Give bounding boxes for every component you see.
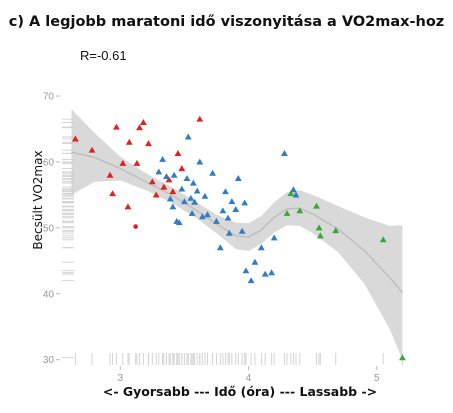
data-point	[216, 244, 224, 251]
y-tick-label: 70	[43, 92, 55, 103]
smooth-line	[71, 151, 403, 293]
data-point	[332, 227, 340, 234]
data-point	[198, 213, 206, 220]
data-point	[175, 219, 183, 226]
data-point	[225, 229, 233, 236]
data-point	[163, 173, 170, 180]
data-point	[219, 207, 227, 214]
data-point	[113, 123, 120, 130]
data-point	[247, 277, 255, 284]
data-point	[139, 119, 147, 125]
x-rug	[74, 353, 403, 365]
data-point	[196, 115, 204, 122]
data-point	[251, 258, 259, 265]
data-point	[196, 158, 204, 165]
data-point	[224, 214, 232, 221]
data-point	[166, 195, 174, 202]
data-point	[296, 207, 304, 214]
y-tick-label: 50	[43, 223, 55, 234]
data-point	[315, 224, 323, 231]
x-tick-label: 4	[246, 373, 252, 384]
data-point	[379, 236, 387, 243]
y-axis-label: Becsült VO2max	[31, 150, 45, 249]
y-tick-label: 40	[43, 289, 55, 300]
data-point	[241, 199, 249, 206]
data-point	[169, 203, 177, 210]
data-point	[160, 183, 168, 190]
data-point	[159, 155, 167, 162]
data-point	[257, 244, 265, 251]
data-point	[399, 354, 406, 361]
y-tick-label: 60	[43, 157, 55, 168]
data-point	[136, 124, 143, 131]
data-point	[170, 171, 178, 178]
data-point	[213, 217, 220, 224]
data-point	[178, 165, 186, 172]
data-point	[283, 209, 291, 216]
data-points	[71, 115, 406, 361]
data-point	[281, 150, 288, 156]
data-point	[152, 191, 160, 198]
data-point	[145, 140, 152, 147]
y-tick-label: 30	[43, 355, 55, 366]
data-point	[204, 211, 211, 218]
x-tick-label: 5	[374, 373, 380, 384]
data-point	[209, 169, 217, 176]
data-point	[292, 191, 300, 198]
data-point	[187, 194, 195, 201]
data-point	[261, 270, 269, 277]
correlation-annotation: R=-0.61	[80, 48, 127, 63]
x-axis-ticks: 3 4 5	[117, 366, 380, 384]
confidence-band	[71, 109, 403, 360]
x-tick-label: 3	[117, 373, 123, 384]
data-point	[234, 175, 242, 182]
data-point	[313, 202, 320, 209]
data-point	[189, 179, 197, 186]
data-point	[270, 234, 278, 241]
data-point	[181, 198, 188, 205]
data-point	[232, 206, 240, 212]
data-point	[242, 267, 250, 274]
chart-title: c) A legjobb maratoni idő viszonyitása a…	[8, 14, 445, 30]
data-point	[155, 168, 163, 175]
data-point	[228, 198, 236, 205]
data-point	[238, 227, 246, 234]
x-axis-label: <- Gyorsabb --- Idő (óra) --- Lassabb ->	[103, 384, 377, 399]
data-point	[165, 176, 173, 183]
data-point	[148, 178, 156, 185]
data-point	[109, 190, 116, 197]
data-point	[188, 209, 196, 216]
data-point	[290, 186, 297, 193]
data-point	[88, 146, 96, 153]
data-point	[125, 138, 133, 145]
data-point	[316, 232, 324, 239]
data-point	[169, 188, 177, 195]
data-point	[124, 203, 132, 210]
data-point	[174, 150, 182, 156]
data-point	[184, 133, 192, 140]
data-point	[119, 159, 127, 166]
data-point	[133, 224, 138, 229]
data-point	[268, 269, 276, 276]
data-point	[191, 198, 199, 205]
data-point	[193, 187, 201, 194]
data-point	[133, 159, 141, 166]
data-point	[201, 192, 209, 199]
data-point	[183, 175, 191, 182]
data-point	[222, 188, 229, 195]
data-point	[106, 171, 114, 178]
data-point	[178, 185, 186, 192]
data-point	[287, 190, 295, 197]
y-axis-ticks: 30 40 50 60 70	[43, 92, 60, 366]
data-point	[71, 135, 79, 142]
